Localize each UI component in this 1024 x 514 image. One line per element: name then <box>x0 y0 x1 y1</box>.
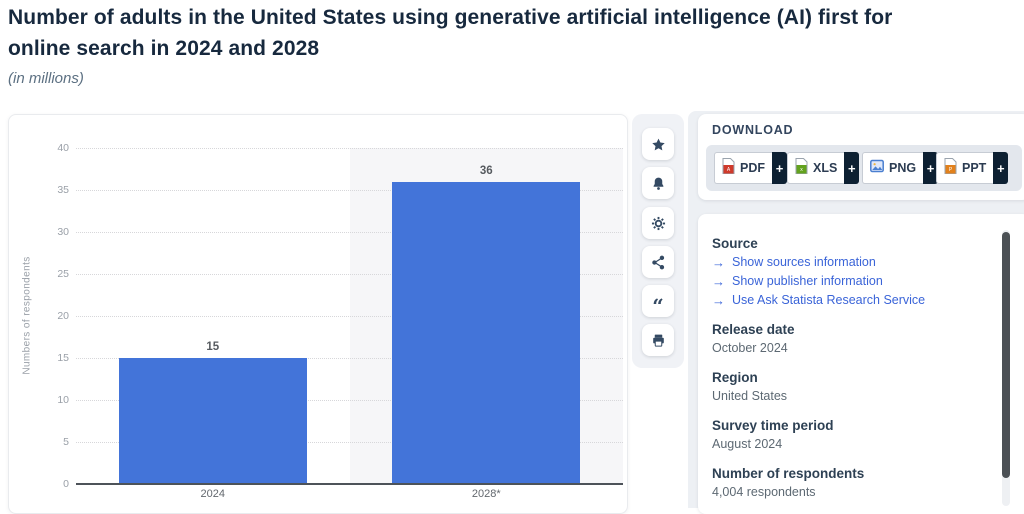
favorite-button[interactable] <box>642 128 674 160</box>
download-ppt-button[interactable]: P PPT + <box>936 152 1009 184</box>
y-tick-label: 20 <box>57 310 69 322</box>
gridline <box>76 148 623 149</box>
chart-card: Numbers of respondents 0 5 10 15 20 25 30 35 40 … <box>8 114 628 514</box>
download-heading: DOWNLOAD <box>712 123 794 137</box>
y-tick-label: 40 <box>57 142 69 154</box>
share-button[interactable] <box>642 246 674 278</box>
y-axis-title: Numbers of respondents <box>21 256 33 375</box>
pdf-file-icon: A <box>722 157 735 179</box>
gridline <box>76 358 623 359</box>
download-xls-button[interactable]: x XLS + <box>787 152 860 184</box>
gridline <box>76 274 623 275</box>
source-section: Source → Show sources information → Show… <box>712 234 1024 310</box>
gridline <box>76 442 623 443</box>
download-png-label: PNG <box>889 161 917 175</box>
show-publisher-link[interactable]: → Show publisher information <box>712 272 1024 291</box>
survey-period-heading: Survey time period <box>712 418 834 433</box>
arrow-icon: → <box>712 274 725 289</box>
region-value: United States <box>712 389 788 403</box>
info-scrollbar-track[interactable] <box>1002 230 1010 506</box>
download-card: DOWNLOAD A PDF + x XLS + <box>698 114 1024 200</box>
survey-period-section: Survey time period August 2024 <box>712 416 1024 454</box>
y-tick-label: 25 <box>57 268 69 280</box>
y-tick-label: 35 <box>57 184 69 196</box>
ask-statista-link-label: Use Ask Statista Research Service <box>732 293 926 307</box>
printer-icon <box>651 333 666 348</box>
y-tick-label: 5 <box>63 436 69 448</box>
release-date-value: October 2024 <box>712 341 788 355</box>
download-png-button[interactable]: PNG + <box>862 152 939 184</box>
page-title: Number of adults in the United States us… <box>8 6 893 60</box>
bell-icon <box>651 176 666 191</box>
respondents-heading: Number of respondents <box>712 466 865 481</box>
gear-icon <box>651 216 666 231</box>
print-button[interactable] <box>642 324 674 356</box>
info-scrollbar-thumb[interactable] <box>1002 232 1010 478</box>
notifications-button[interactable] <box>642 167 674 199</box>
bar-2024 <box>118 358 307 484</box>
arrow-icon: → <box>712 255 725 270</box>
gridline <box>76 232 623 233</box>
bar-2028* <box>392 181 581 484</box>
y-tick-label: 0 <box>63 478 69 490</box>
y-tick-label: 10 <box>57 394 69 406</box>
x-axis-line <box>76 483 623 485</box>
info-card: Source → Show sources information → Show… <box>698 214 1024 514</box>
region-heading: Region <box>712 370 758 385</box>
bar-value-label: 36 <box>479 164 493 177</box>
download-ppt-label: PPT <box>962 161 987 175</box>
ppt-plus-button[interactable]: + <box>993 152 1009 184</box>
svg-text:A: A <box>727 167 731 173</box>
y-tick-label: 15 <box>57 352 69 364</box>
svg-text:P: P <box>949 167 953 173</box>
chart-action-strip: “ <box>632 114 684 368</box>
y-tick-label: 30 <box>57 226 69 238</box>
quote-icon: “ <box>652 294 664 318</box>
respondents-value: 4,004 respondents <box>712 485 816 499</box>
bar-value-label: 15 <box>206 341 220 353</box>
star-icon <box>651 137 666 152</box>
pdf-plus-button[interactable]: + <box>772 152 787 184</box>
gridline <box>76 316 623 317</box>
survey-period-value: August 2024 <box>712 437 783 451</box>
release-date-heading: Release date <box>712 322 795 337</box>
show-publisher-link-label: Show publisher information <box>732 274 883 288</box>
x-tick-label: 2028* <box>471 488 501 500</box>
download-xls-label: XLS <box>813 161 838 175</box>
show-sources-link[interactable]: → Show sources information <box>712 253 1024 272</box>
svg-text:x: x <box>800 167 803 173</box>
png-plus-button[interactable]: + <box>923 152 939 184</box>
page-subtitle: (in millions) <box>8 70 84 87</box>
share-icon <box>651 255 666 270</box>
settings-button[interactable] <box>642 207 674 239</box>
region-section: Region United States <box>712 368 1024 406</box>
cite-button[interactable]: “ <box>642 285 674 317</box>
gridline <box>76 400 623 401</box>
ppt-file-icon: P <box>944 157 957 179</box>
arrow-icon: → <box>712 293 725 308</box>
download-pdf-label: PDF <box>740 161 765 175</box>
source-heading: Source <box>712 236 758 251</box>
show-sources-link-label: Show sources information <box>732 255 876 269</box>
download-pdf-button[interactable]: A PDF + <box>714 152 787 184</box>
ask-statista-link[interactable]: → Use Ask Statista Research Service <box>712 291 1024 310</box>
x-tick-label: 2024 <box>200 488 225 500</box>
plot-area: 15 36 <box>76 148 623 485</box>
gridline <box>76 190 623 191</box>
xls-plus-button[interactable]: + <box>844 152 860 184</box>
download-tray: A PDF + x XLS + PNG + <box>706 145 1022 191</box>
png-image-icon <box>870 159 884 178</box>
respondents-section: Number of respondents 4,004 respondents <box>712 464 1024 502</box>
xls-file-icon: x <box>795 157 808 179</box>
release-date-section: Release date October 2024 <box>712 320 1024 358</box>
